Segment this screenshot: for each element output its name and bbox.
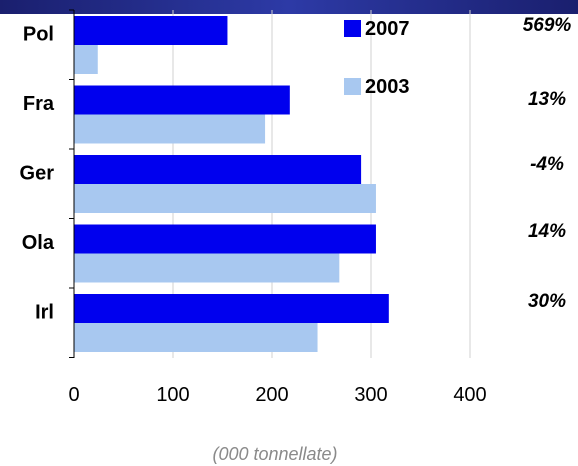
bar-2007-Ola — [74, 224, 376, 254]
legend-swatch-2007 — [344, 20, 361, 37]
y-tick-label: Ger — [20, 163, 55, 185]
variation-label: 14% — [528, 221, 566, 242]
variation-labels: 569% 13% -4% 14% 30% — [523, 15, 572, 312]
x-axis-ticks: 0 100 200 300 400 — [68, 384, 486, 406]
legend-swatch-2003 — [344, 78, 361, 95]
bar-2007-Ger — [74, 155, 362, 184]
bars — [74, 16, 389, 352]
legend-label: 2007 — [365, 18, 410, 40]
x-axis-label: (000 tonnellate) — [212, 444, 337, 464]
bar-2003-Ola — [74, 253, 340, 283]
y-tick-label: Fra — [23, 93, 55, 115]
y-tick-label: Irl — [35, 302, 54, 324]
x-tick-label: 300 — [354, 384, 387, 406]
legend: 2007 2003 — [344, 18, 410, 98]
x-tick-label: 100 — [156, 384, 189, 406]
variation-label: 569% — [523, 15, 572, 36]
variation-label: -4% — [530, 154, 564, 175]
bar-2003-Ger — [74, 184, 376, 213]
bar-2003-Irl — [74, 323, 318, 352]
y-tick-label: Ola — [22, 232, 55, 254]
y-tick-label: Pol — [23, 24, 54, 46]
variation-label: 13% — [528, 89, 566, 110]
bar-2007-Pol — [74, 16, 228, 45]
x-tick-label: 400 — [453, 384, 486, 406]
bar-2003-Fra — [74, 114, 266, 144]
title-bar — [0, 0, 578, 14]
bar-2003-Pol — [74, 45, 98, 74]
y-axis-ticks: Pol Fra Ger Ola Irl — [20, 9, 74, 358]
bar-2007-Irl — [74, 294, 389, 323]
x-tick-label: 200 — [255, 384, 288, 406]
variation-label: 30% — [528, 291, 566, 312]
legend-label: 2003 — [365, 76, 410, 98]
x-tick-label: 0 — [68, 384, 79, 406]
bar-2007-Fra — [74, 85, 290, 115]
